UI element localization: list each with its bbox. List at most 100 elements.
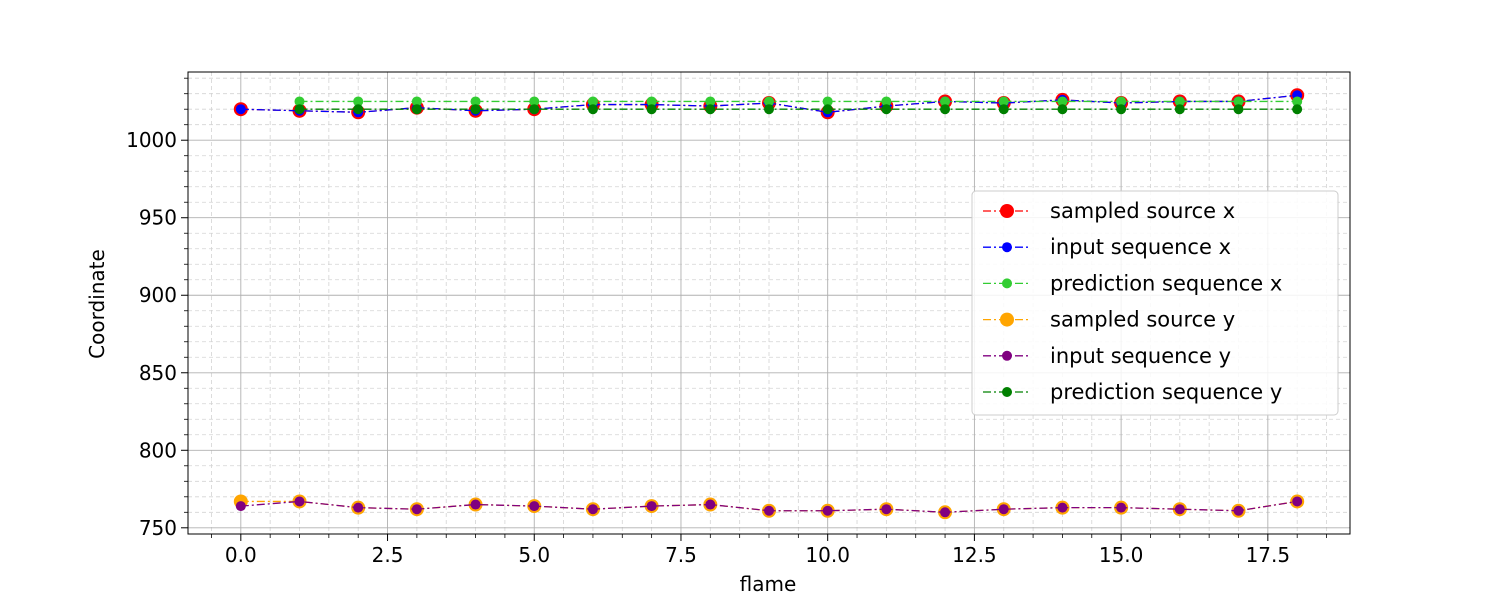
- x-tick-label: 7.5: [665, 543, 697, 567]
- data-point: [587, 96, 598, 107]
- y-tick-label: 900: [139, 283, 177, 307]
- legend-label: sampled source y: [1050, 308, 1235, 332]
- data-point: [998, 504, 1009, 515]
- data-point: [764, 104, 774, 115]
- data-point: [294, 496, 305, 507]
- legend-item: prediction sequence y: [983, 380, 1282, 404]
- axis-ticks: [181, 77, 1327, 541]
- data-point: [764, 505, 774, 516]
- x-tick-label: 17.5: [1246, 543, 1291, 567]
- data-point: [294, 96, 305, 107]
- data-point: [411, 96, 422, 107]
- data-point: [1116, 96, 1127, 107]
- data-point: [529, 96, 540, 107]
- data-point: [411, 104, 422, 115]
- series-6: [294, 104, 1303, 115]
- data-point: [1174, 504, 1185, 515]
- y-tick-label: 750: [139, 516, 177, 540]
- data-point: [411, 504, 422, 515]
- data-point: [646, 104, 657, 115]
- data-point: [1233, 96, 1244, 107]
- y-tick-label: 950: [139, 206, 177, 230]
- legend-label: input sequence x: [1050, 235, 1231, 259]
- legend-label: sampled source x: [1050, 199, 1235, 223]
- x-tick-label: 10.0: [805, 543, 850, 567]
- data-point: [1057, 502, 1068, 513]
- legend-marker: [1000, 204, 1014, 218]
- data-point: [353, 96, 364, 107]
- y-tick-label: 1000: [126, 128, 177, 152]
- data-point: [940, 96, 951, 107]
- legend-label: prediction sequence y: [1050, 380, 1282, 404]
- data-point: [646, 501, 657, 512]
- legend-marker: [1002, 350, 1012, 361]
- data-point: [940, 104, 951, 115]
- data-point: [1057, 96, 1068, 107]
- data-point: [998, 96, 1009, 107]
- x-tick-label: 0.0: [225, 543, 257, 567]
- legend-item: sampled source x: [983, 199, 1235, 223]
- x-axis-label: flame: [740, 572, 797, 596]
- data-point: [822, 505, 833, 516]
- data-point: [1174, 104, 1185, 115]
- legend-label: input sequence y: [1050, 344, 1231, 368]
- tick-labels: 0.0 2.5 5.0 7.5 10.0 12.5 15.0 17.5 750 800 850 900…: [126, 128, 1290, 567]
- data-point: [587, 504, 598, 515]
- data-point: [705, 96, 716, 107]
- data-point: [1292, 104, 1303, 115]
- data-point: [881, 504, 892, 515]
- series-3: [294, 96, 1303, 107]
- legend-item: prediction sequence x: [983, 271, 1282, 295]
- data-point: [881, 104, 892, 115]
- data-point: [646, 96, 657, 107]
- data-point: [705, 104, 716, 115]
- data-point: [235, 501, 246, 512]
- data-point: [529, 501, 540, 512]
- minor-grid: [188, 72, 1350, 534]
- data-point: [1292, 496, 1303, 507]
- legend-item: sampled source y: [983, 308, 1235, 332]
- series-layer: [233, 88, 1305, 520]
- data-point: [587, 104, 598, 115]
- legend-item: input sequence x: [983, 235, 1231, 259]
- series-5: [235, 496, 1303, 518]
- x-tick-label: 15.0: [1099, 543, 1144, 567]
- legend-marker: [1002, 387, 1012, 397]
- legend: sampled source x input sequence x predicti…: [971, 190, 1339, 416]
- legend-box: [971, 190, 1339, 416]
- data-point: [1116, 104, 1127, 115]
- data-point: [940, 507, 951, 518]
- data-point: [294, 104, 305, 115]
- data-point: [235, 104, 246, 115]
- data-point: [764, 96, 774, 107]
- major-grid: [188, 72, 1350, 534]
- data-point: [353, 502, 364, 513]
- x-tick-label: 5.0: [518, 543, 550, 567]
- data-point: [1233, 505, 1244, 516]
- legend-marker: [1002, 242, 1012, 253]
- y-tick-label: 850: [139, 361, 177, 385]
- data-point: [1292, 96, 1303, 107]
- data-point: [822, 104, 833, 115]
- data-point: [529, 104, 540, 115]
- legend-marker: [1002, 278, 1012, 289]
- data-point: [1174, 96, 1185, 107]
- data-point: [998, 104, 1009, 115]
- data-point: [822, 96, 833, 107]
- data-point: [1116, 502, 1127, 513]
- y-axis-label: Coordinate: [85, 249, 109, 359]
- data-point: [470, 499, 481, 510]
- x-tick-label: 2.5: [372, 543, 404, 567]
- data-point: [353, 104, 364, 115]
- data-point: [705, 499, 716, 510]
- legend-item: input sequence y: [983, 344, 1231, 368]
- y-tick-label: 800: [139, 438, 177, 462]
- data-point: [1057, 104, 1068, 115]
- data-point: [1233, 104, 1244, 115]
- data-point: [881, 96, 892, 107]
- legend-label: prediction sequence x: [1050, 271, 1282, 295]
- data-point: [470, 96, 481, 107]
- legend-marker: [1000, 312, 1014, 327]
- x-tick-label: 12.5: [952, 543, 997, 567]
